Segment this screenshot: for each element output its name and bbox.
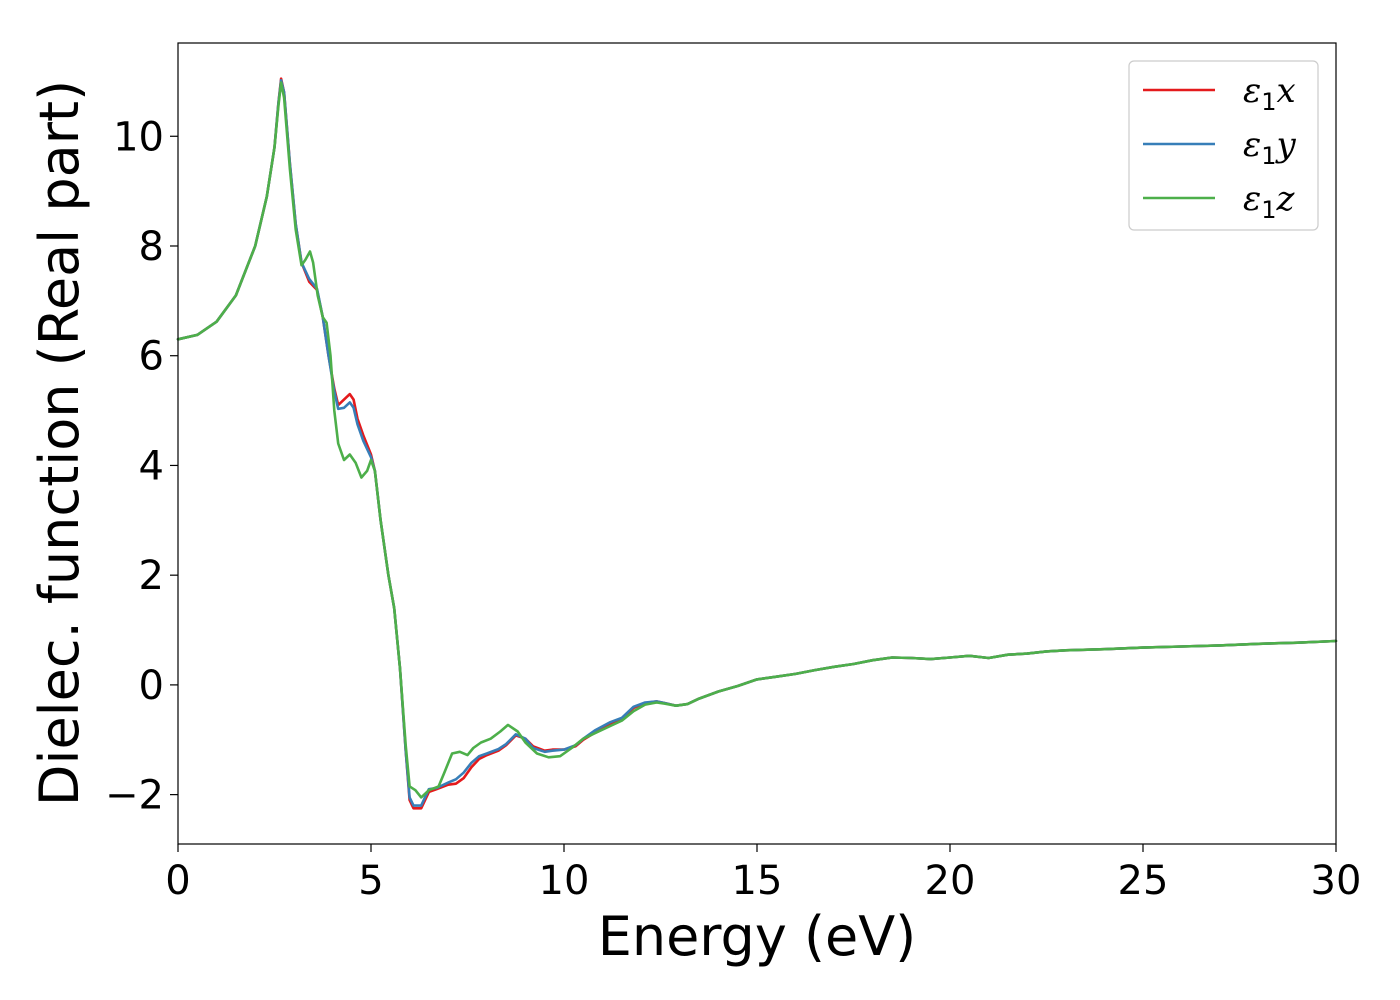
- series-layer: [176, 77, 1338, 810]
- x-tick-label: 15: [732, 858, 783, 904]
- x-tick-label: 30: [1311, 858, 1362, 904]
- y-tick-label: 10: [113, 114, 164, 160]
- y-tick-label: 0: [139, 663, 164, 709]
- x-tick-label: 10: [539, 858, 590, 904]
- y-tick-label: 2: [139, 553, 164, 599]
- x-tick-label: 25: [1118, 858, 1169, 904]
- x-tick-label: 0: [165, 858, 190, 904]
- legend-box: [1128, 60, 1319, 231]
- x-axis-label: Energy (eV): [598, 905, 917, 968]
- y-tick-label: 6: [139, 334, 164, 380]
- legend: ε1x ε1y ε1z: [1128, 60, 1319, 231]
- y-tick-label: 4: [139, 443, 164, 489]
- y-axis-label: Dielec. function (Real part): [28, 80, 91, 806]
- y-axis-ticks: −2 0 2 4 6 8 10: [105, 114, 178, 819]
- legend-label-y: ε1y: [1243, 125, 1297, 170]
- legend-label-x: ε1x: [1243, 71, 1296, 116]
- y-tick-label: 8: [139, 224, 164, 270]
- y-tick-label: −2: [105, 773, 164, 819]
- series-line-z: [176, 81, 1338, 799]
- x-axis-ticks: 0 5 10 15 20 25 30: [165, 844, 1361, 904]
- x-tick-label: 20: [925, 858, 976, 904]
- legend-label-z: ε1z: [1243, 179, 1296, 224]
- x-tick-label: 5: [358, 858, 383, 904]
